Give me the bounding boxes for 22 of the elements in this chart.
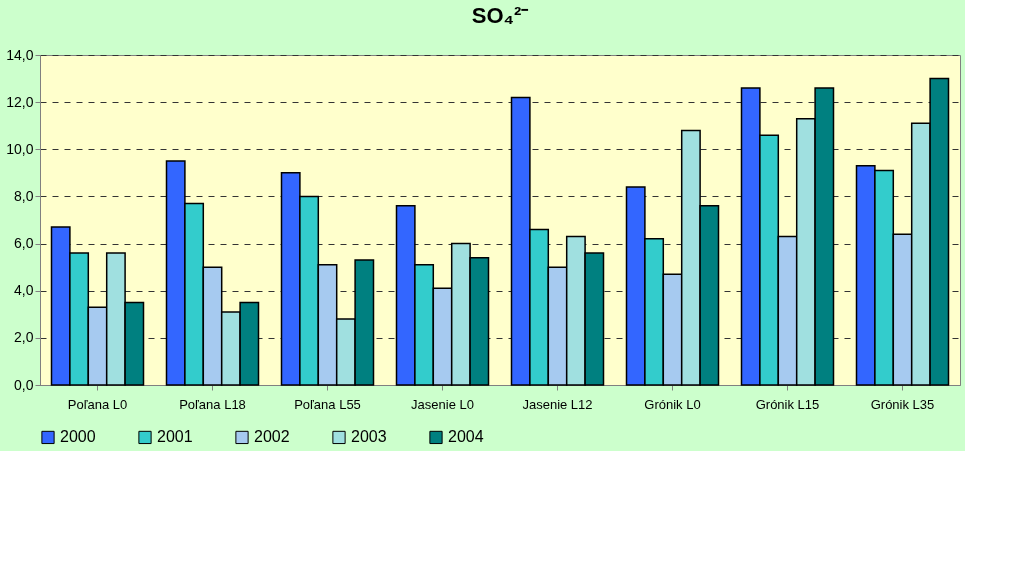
x-tick-label: Grónik L15 (755, 396, 820, 412)
y-tick-label: 10,0 (6, 140, 34, 157)
x-tick-label: Poľana L0 (67, 396, 128, 412)
legend-label: 2003 (351, 428, 387, 446)
legend-label: 2001 (157, 428, 193, 446)
y-tick-label: 0,0 (14, 376, 34, 393)
y-tick-label: 8,0 (14, 187, 34, 204)
y-tick-label: 2,0 (14, 329, 34, 346)
chart-title: SO₄²⁻ (471, 3, 530, 28)
x-tick-label: Jasenie L12 (522, 396, 593, 412)
y-tick-label: 6,0 (14, 235, 34, 252)
legend-label: 2002 (254, 428, 290, 446)
y-tick-label: 14,0 (6, 46, 34, 63)
legend-label: 2000 (60, 428, 96, 446)
x-tick-label: Grónik L0 (644, 396, 701, 412)
x-tick-label: Poľana L55 (294, 396, 361, 412)
y-tick-label: 4,0 (14, 282, 34, 299)
legend-label: 2004 (448, 428, 484, 446)
x-tick-label: Grónik L35 (870, 396, 935, 412)
x-tick-label: Poľana L18 (179, 396, 246, 412)
y-tick-label: 12,0 (6, 93, 34, 110)
x-tick-label: Jasenie L0 (411, 396, 474, 412)
